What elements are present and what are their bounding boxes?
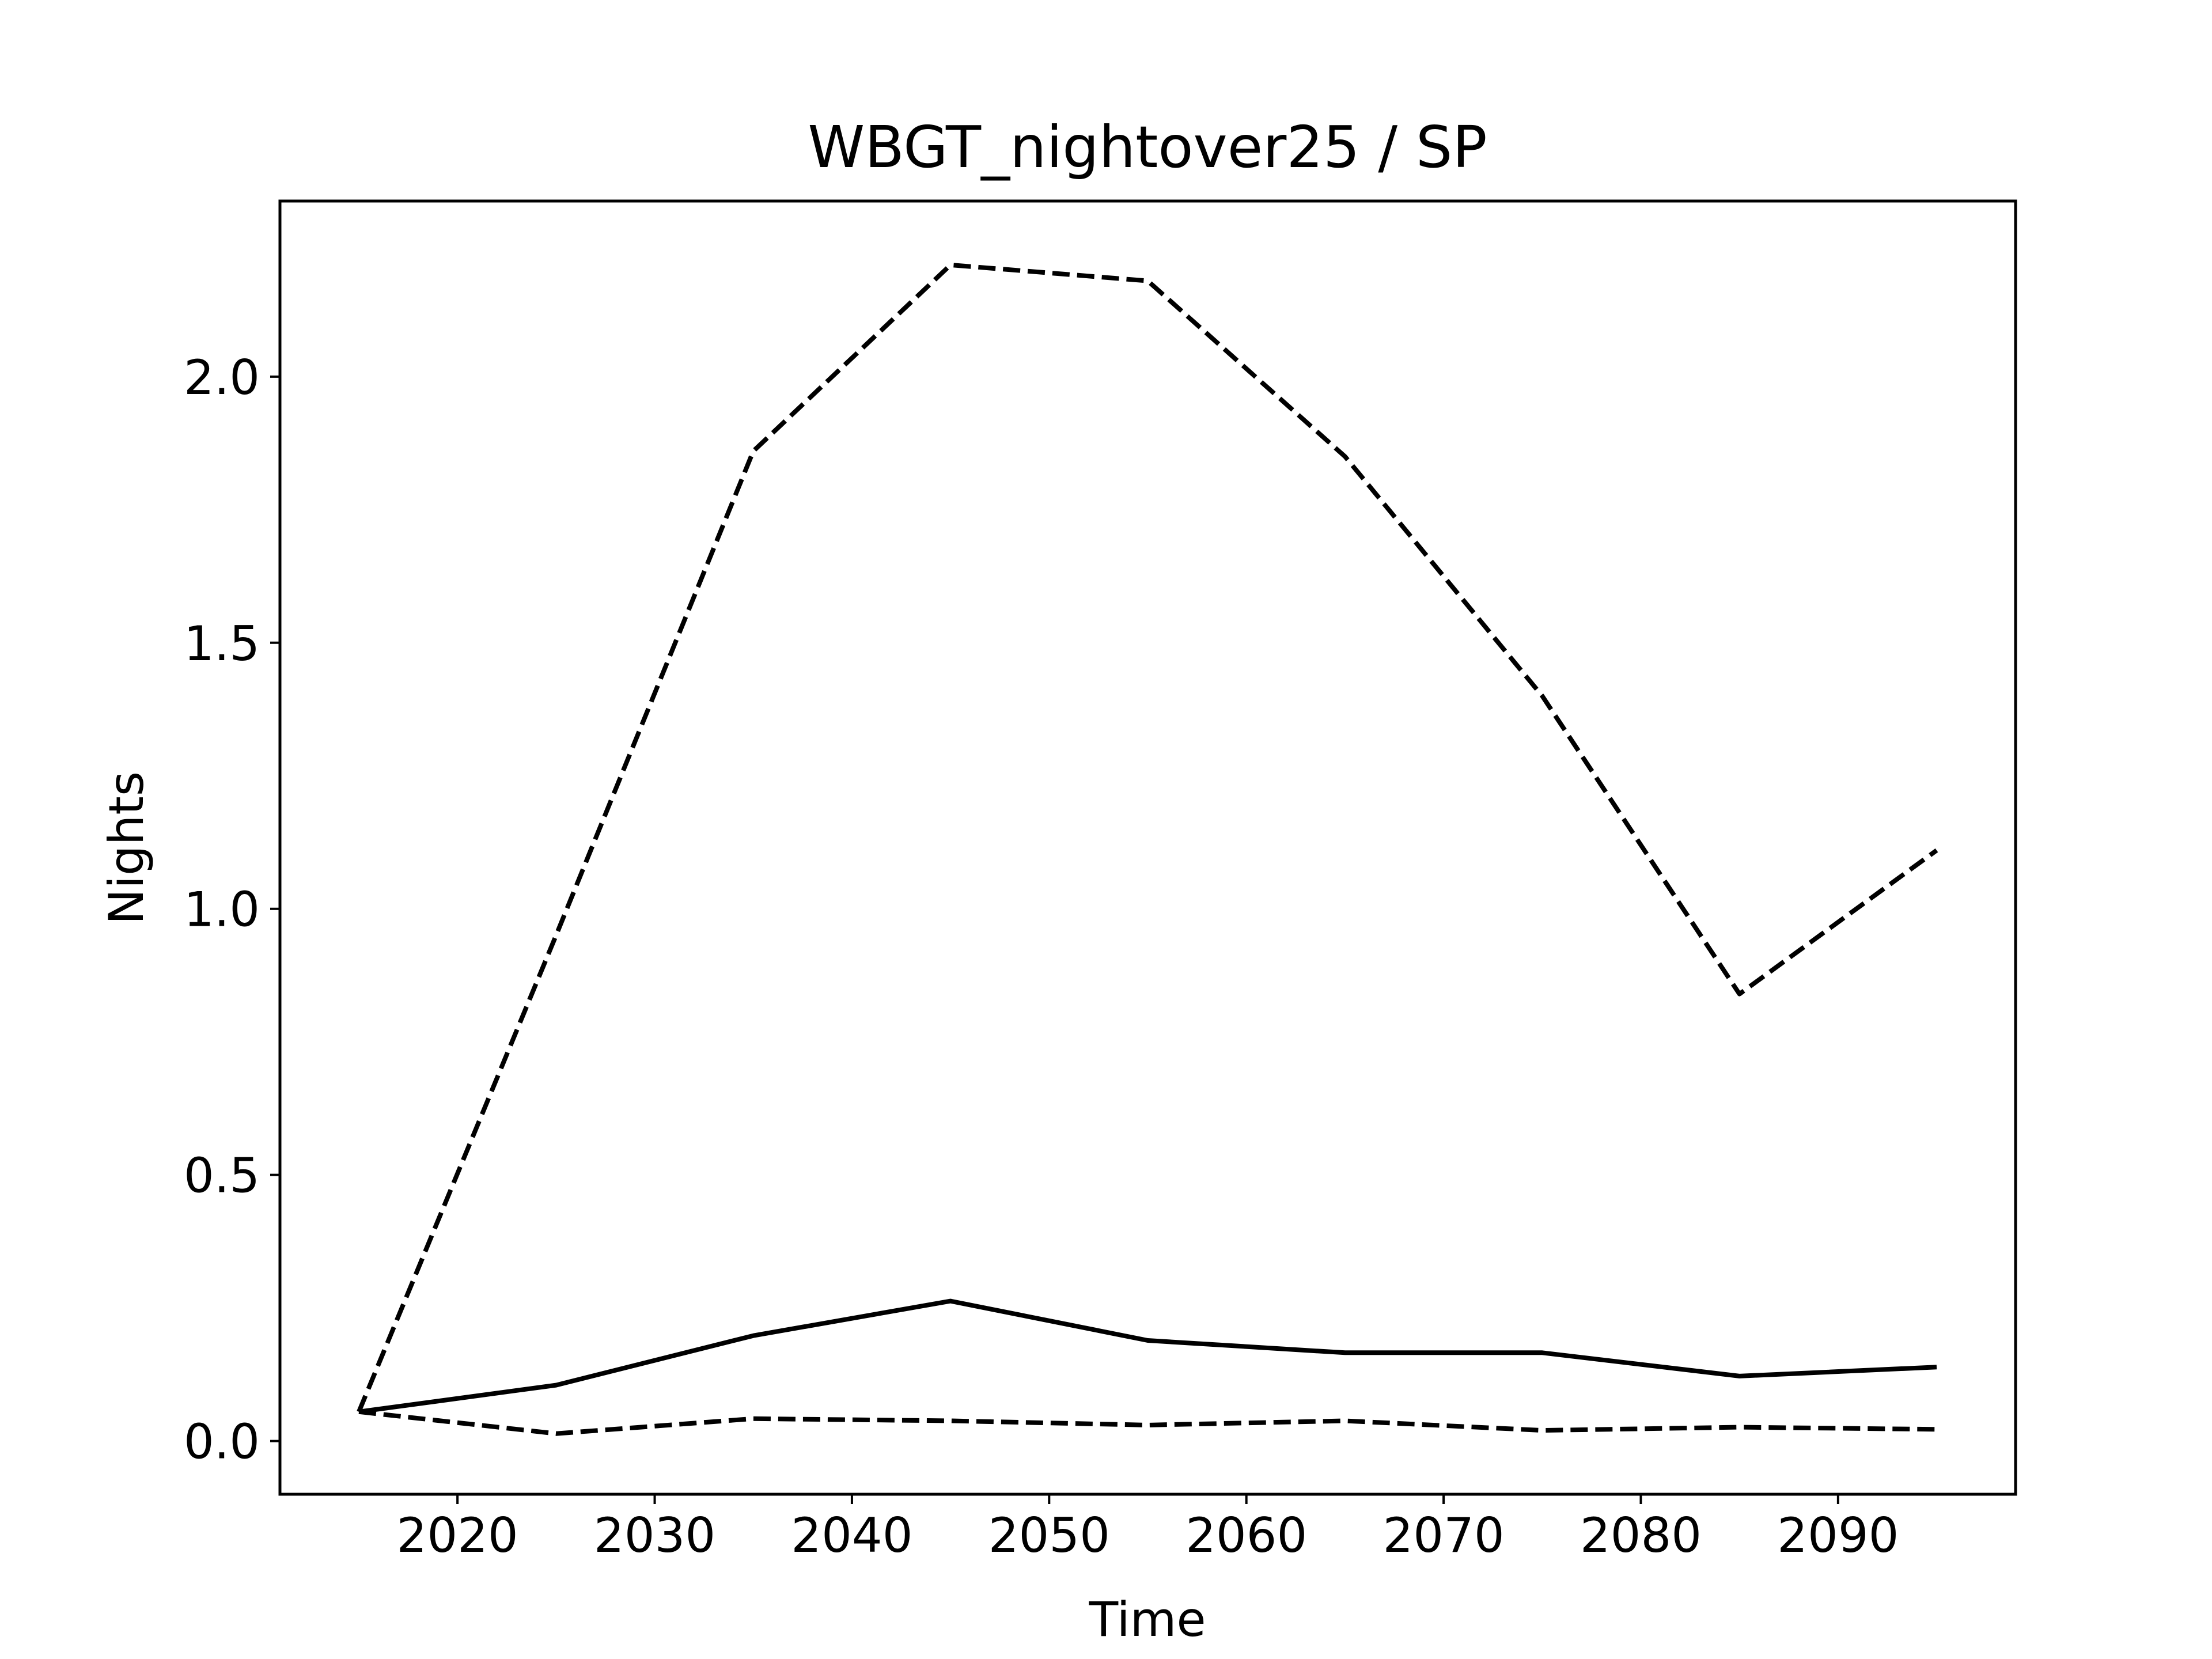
x-tick-label: 2060 [1185, 1508, 1307, 1563]
series-line-1 [358, 1298, 1937, 1414]
y-tick-label: 0.0 [184, 1414, 260, 1470]
y-tick-label: 1.0 [184, 882, 260, 938]
y-tick-label: 1.5 [184, 616, 260, 672]
plot-layer [357, 262, 1938, 1436]
x-axis-label: Time [1088, 1592, 1206, 1647]
x-tick-label: 2020 [397, 1508, 518, 1563]
x-tick-label: 2080 [1580, 1508, 1702, 1563]
x-tick-label: 2070 [1382, 1508, 1504, 1563]
y-tick-label: 2.0 [184, 350, 260, 406]
x-axis: 2020 2030 2040 2050 2060 2070 2080 2090 [397, 1494, 1899, 1563]
chart-title: WBGT_nightover25 / SP [808, 113, 1487, 181]
axes-frame [278, 199, 2017, 1496]
series-line-3 [358, 1409, 1937, 1436]
x-tick-label: 2050 [988, 1508, 1110, 1563]
x-tick-label: 2090 [1777, 1508, 1899, 1563]
y-tick-label: 0.5 [184, 1148, 260, 1204]
x-tick-label: 2040 [791, 1508, 912, 1563]
x-tick-label: 2030 [594, 1508, 715, 1563]
series-line-2 [357, 262, 1938, 1413]
y-axis-label: Nights [99, 771, 154, 925]
y-axis: 0.0 0.5 1.0 1.5 2.0 [184, 350, 280, 1470]
